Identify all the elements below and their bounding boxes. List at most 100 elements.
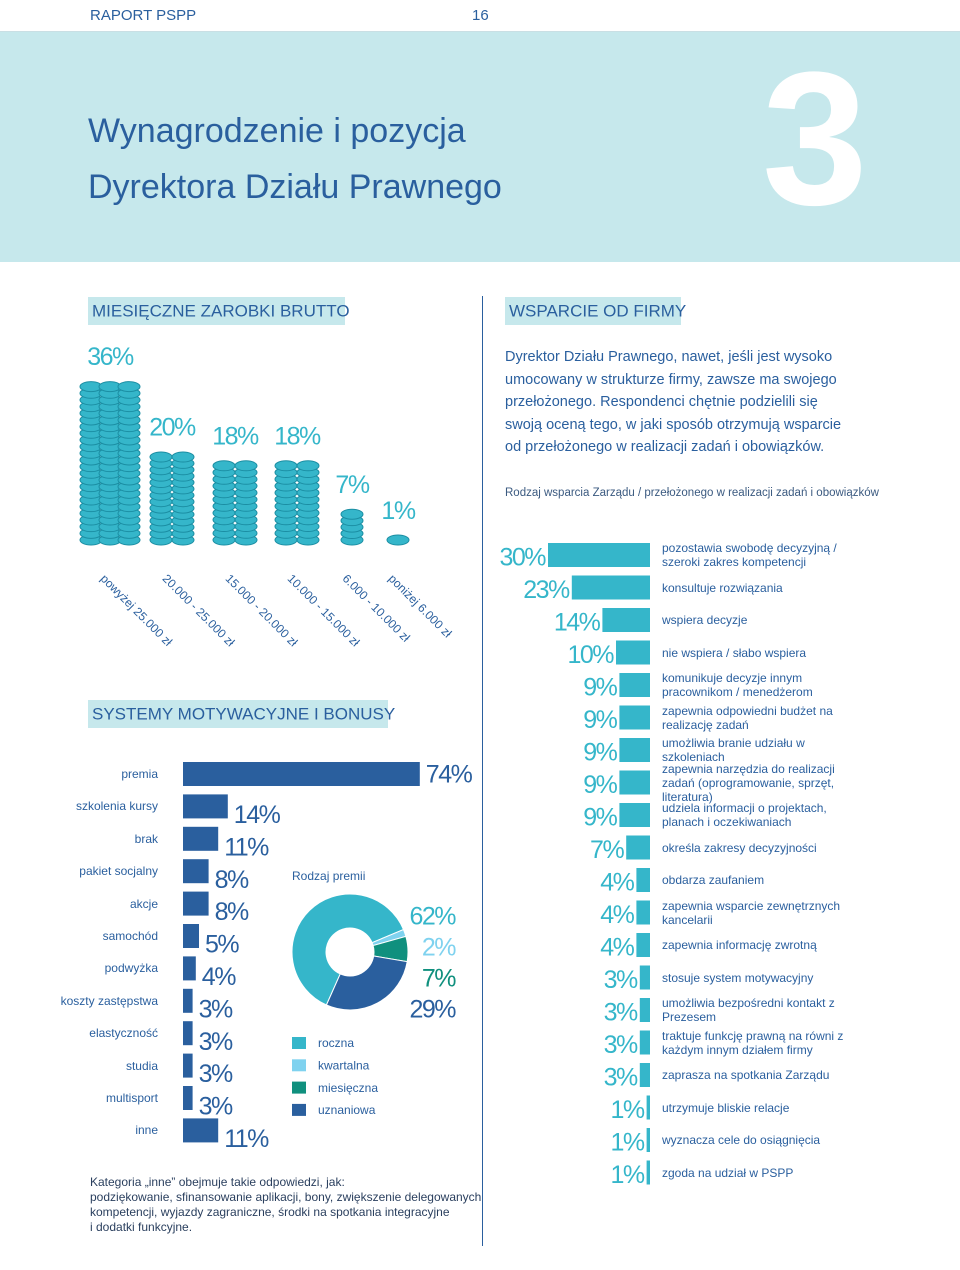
legend-label: miesięczna	[318, 1081, 378, 1095]
row-label: stosuje system motywacyjny	[662, 970, 814, 985]
value-label: 4%	[600, 869, 634, 897]
bar	[183, 859, 209, 884]
value-label: 9%	[583, 804, 617, 832]
value-label: 1%	[610, 1161, 644, 1189]
value-label: 36%	[87, 343, 134, 371]
value-label: 18%	[274, 422, 321, 450]
bar	[646, 1095, 650, 1120]
row-label: zaprasza na spotkania Zarządu	[662, 1068, 830, 1082]
value-label: 3%	[199, 1028, 233, 1056]
bar	[183, 891, 209, 916]
chapter-number: 3	[762, 33, 868, 245]
row-label: umożliwia branie udziału w szkoleniach	[662, 736, 805, 764]
coin	[340, 508, 364, 520]
value-label: 18%	[212, 422, 259, 450]
section-header-bg	[88, 297, 345, 325]
legend-swatch	[292, 1059, 306, 1072]
coin	[234, 460, 258, 472]
donut-slice	[325, 955, 408, 1011]
value-label: 3%	[604, 1064, 638, 1092]
row-label: zapewnia informację zwrotną	[662, 938, 817, 952]
value-label: 4%	[202, 963, 236, 991]
section-header-bg	[88, 700, 388, 728]
coin-stack	[149, 451, 195, 546]
bar	[183, 924, 199, 948]
row-label: zapewnia narzędzia do realizacji zadań (…	[662, 761, 835, 804]
bar	[636, 933, 650, 957]
value-label: 10%	[567, 641, 614, 669]
footnote-line: kompetencji, wyjazdy zagraniczne, środki…	[90, 1205, 450, 1219]
bar	[619, 738, 650, 762]
value-label: 9%	[583, 739, 617, 767]
row-label: konsultuje rozwiązania	[662, 580, 783, 595]
legend-swatch	[292, 1103, 306, 1116]
value-label: 7%	[335, 471, 369, 499]
row-label: zapewnia wsparcie zewnętrznych kancelari…	[662, 898, 841, 927]
bar	[548, 543, 650, 567]
value-label: 5%	[205, 931, 239, 959]
coin	[149, 451, 173, 463]
bar	[639, 1063, 650, 1087]
value-label: 30%	[499, 544, 546, 572]
row-label: pakiet socjalny	[79, 864, 158, 879]
legend-swatch	[292, 1081, 306, 1094]
divider	[482, 296, 483, 1246]
bar	[616, 640, 650, 665]
bar	[646, 1160, 650, 1185]
row-label: udziela informacji o projektach, planach…	[662, 801, 827, 829]
value-label: 3%	[199, 1060, 233, 1088]
section-header-bg	[505, 297, 681, 325]
title-band	[0, 32, 960, 262]
value-label: 7%	[422, 965, 456, 993]
bar	[619, 770, 650, 795]
value-label: 9%	[583, 674, 617, 702]
value-label: 3%	[604, 966, 638, 994]
bar	[639, 1030, 650, 1055]
footnote-line: Kategoria „inne” obejmuje takie odpowied…	[90, 1175, 345, 1189]
title-line: Dyrektora Działu Prawnego	[88, 168, 502, 206]
coin-stack	[386, 534, 410, 546]
row-label: podwyżka	[104, 961, 158, 976]
value-label: 8%	[215, 898, 249, 926]
footnote-line: i dodatki funkcyjne.	[90, 1220, 193, 1234]
bar	[571, 575, 650, 600]
coin	[274, 460, 298, 472]
bar	[639, 998, 650, 1022]
value-label: 8%	[215, 866, 249, 894]
coin	[117, 381, 141, 393]
value-label: 4%	[600, 934, 634, 962]
bar	[183, 1086, 193, 1110]
coin-stack	[79, 381, 141, 546]
value-label: 3%	[604, 1031, 638, 1059]
bar	[183, 956, 196, 981]
value-label: 2%	[422, 934, 456, 962]
row-label: traktuje funkcję prawną na równi z każdy…	[662, 1028, 844, 1057]
value-label: 23%	[523, 576, 570, 604]
row-label: elastyczność	[89, 1026, 158, 1041]
legend-label: roczna	[318, 1036, 354, 1050]
value-label: 3%	[604, 999, 638, 1027]
value-label: 29%	[409, 996, 456, 1024]
coin	[171, 451, 195, 463]
value-label: 9%	[583, 771, 617, 799]
row-label: obdarza zaufaniem	[662, 873, 765, 887]
row-label: inne	[135, 1123, 158, 1138]
row-label: zgoda na udział w PSPP	[662, 1165, 794, 1180]
coin	[386, 534, 410, 546]
value-label: 11%	[224, 833, 269, 861]
donut-slice	[291, 893, 405, 1006]
row-label: nie wspiera / słabo wspiera	[662, 645, 807, 660]
value-label: 1%	[610, 1096, 644, 1124]
bar	[619, 803, 650, 827]
row-label: zapewnia odpowiedni budżet na realizację…	[662, 703, 833, 732]
coin-stack	[212, 460, 258, 546]
value-label: 9%	[583, 706, 617, 734]
bar	[183, 794, 228, 819]
bar	[636, 900, 650, 925]
row-label: wspiera decyzje	[662, 613, 748, 627]
value-label: 3%	[199, 1093, 233, 1121]
value-label: 1%	[610, 1129, 644, 1157]
value-label: 1%	[381, 497, 415, 525]
